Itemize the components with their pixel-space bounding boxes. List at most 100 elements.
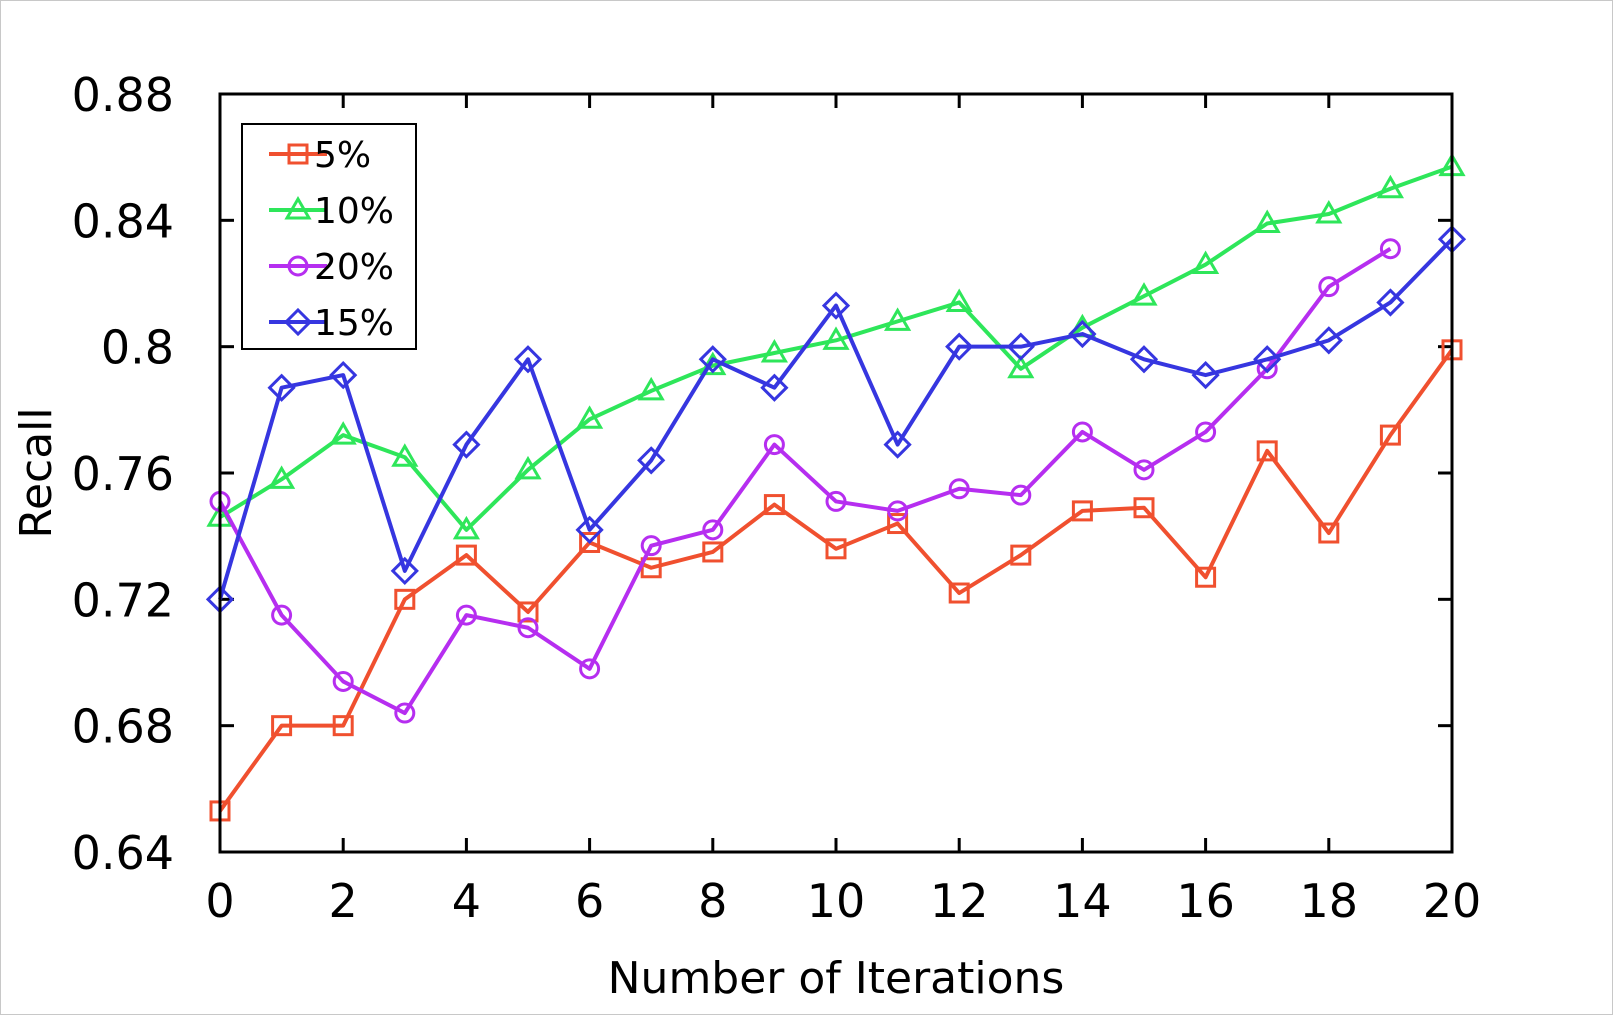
circle-marker — [887, 500, 909, 522]
triangle-marker — [575, 405, 604, 429]
series-3 — [205, 225, 1467, 614]
data-point — [1133, 459, 1155, 481]
square-marker — [455, 544, 477, 566]
circle-marker — [455, 604, 477, 626]
diamond-marker — [283, 307, 313, 337]
data-point — [702, 519, 724, 541]
data-point — [575, 405, 604, 429]
data-point — [1071, 421, 1093, 443]
series-line — [218, 237, 1454, 600]
legend-item: 10% — [269, 191, 394, 232]
data-point — [702, 541, 724, 563]
data-point — [1010, 544, 1032, 566]
circle-marker — [1010, 484, 1032, 506]
legend-swatch-marker — [287, 143, 309, 165]
x-tick-label: 16 — [1176, 874, 1235, 928]
y-axis-title: Recall — [11, 407, 62, 538]
triangle-marker — [284, 196, 312, 220]
data-point — [948, 582, 970, 604]
legend-swatch-marker — [284, 196, 312, 220]
data-point — [452, 515, 481, 540]
circle-marker — [271, 604, 293, 626]
triangle-marker — [452, 515, 481, 540]
diamond-marker — [575, 515, 604, 544]
triangle-marker — [1376, 174, 1405, 199]
data-point — [1010, 484, 1032, 506]
x-axis-title: Number of Iterations — [608, 953, 1065, 1004]
circle-marker — [1195, 421, 1217, 443]
legend: 5% 10% 20% 15% — [241, 123, 417, 350]
data-point — [1379, 238, 1401, 260]
data-point — [517, 601, 539, 623]
data-point — [455, 544, 477, 566]
data-point — [271, 604, 293, 626]
triangle-marker — [1007, 354, 1035, 379]
square-marker — [1010, 544, 1032, 566]
square-marker — [825, 538, 847, 560]
y-tick-label: 0.76 — [72, 447, 174, 501]
circle-marker — [1318, 276, 1340, 298]
data-point — [332, 670, 354, 692]
data-point — [452, 430, 481, 459]
diamond-marker — [1376, 288, 1405, 317]
data-point — [1253, 345, 1282, 374]
diamond-marker — [945, 332, 974, 361]
y-tick-label: 0.84 — [72, 194, 174, 248]
data-point — [1191, 360, 1220, 390]
circle-marker — [579, 658, 601, 680]
x-tick-label: 2 — [329, 874, 358, 928]
data-point — [887, 513, 909, 535]
diamond-marker — [698, 345, 727, 374]
diamond-marker — [267, 373, 296, 402]
series-1 — [206, 152, 1466, 540]
data-point — [821, 291, 851, 320]
square-marker — [1195, 566, 1217, 588]
circle-marker — [825, 490, 847, 512]
square-marker — [332, 715, 354, 737]
data-point — [822, 326, 850, 350]
data-point — [637, 376, 665, 401]
square-marker — [1318, 522, 1340, 544]
circle-marker — [763, 434, 785, 456]
square-marker — [1379, 424, 1401, 446]
x-tick-label: 8 — [698, 874, 727, 928]
triangle-marker — [883, 307, 912, 331]
series-2 — [209, 238, 1401, 724]
data-point — [1068, 319, 1097, 349]
data-point — [1007, 354, 1035, 379]
y-tick-label: 0.8 — [101, 321, 174, 375]
data-point — [1195, 421, 1217, 443]
data-point — [391, 443, 419, 467]
legend-swatch-marker — [287, 255, 309, 277]
legend-item: 5% — [269, 135, 371, 176]
circle-marker — [948, 478, 970, 500]
data-point — [1133, 497, 1155, 519]
square-marker — [517, 601, 539, 623]
data-point — [394, 702, 416, 724]
data-point — [1071, 500, 1093, 522]
data-point — [394, 588, 416, 610]
square-marker — [1133, 497, 1155, 519]
circle-marker — [332, 670, 354, 692]
data-point — [1253, 209, 1281, 233]
circle-marker — [640, 535, 662, 557]
y-tick-label: 0.64 — [72, 826, 174, 880]
data-point — [267, 373, 296, 402]
triangle-marker — [760, 338, 789, 363]
data-point — [517, 617, 539, 639]
diamond-marker — [637, 446, 666, 475]
square-marker — [948, 582, 970, 604]
data-point — [1376, 288, 1405, 317]
diamond-marker — [883, 430, 912, 459]
series-line — [218, 348, 1454, 813]
circle-marker — [702, 519, 724, 541]
diamond-marker — [1191, 360, 1220, 390]
data-point — [513, 345, 543, 374]
x-tick-label: 10 — [807, 874, 866, 928]
data-point — [1129, 345, 1159, 374]
data-point — [945, 288, 973, 312]
data-point — [1130, 282, 1158, 306]
tick-labels: 0 2 4 6 8 10 12 14 16 18 20 0.64 0.68 0.72 0.76 0.8 0.84… — [72, 68, 1482, 928]
data-point — [1318, 522, 1340, 544]
